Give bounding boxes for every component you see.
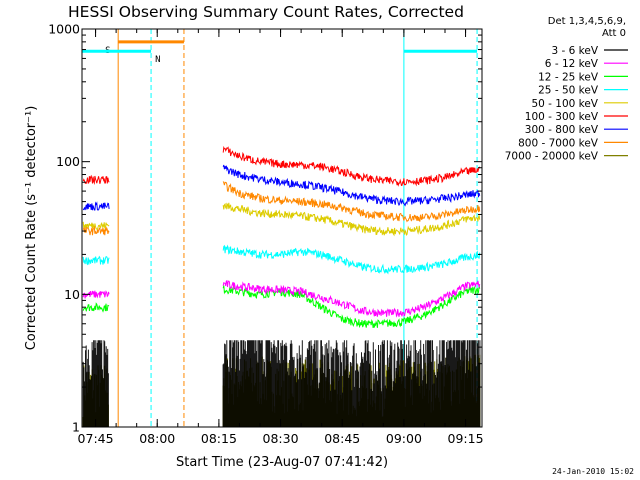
plot-area: SN 07:45 08:00 08:15 08:30 08:45 09:00 09:15 1 1… bbox=[48, 22, 483, 447]
legend-label-800-7000-kev: 800 - 7000 keV bbox=[518, 137, 599, 149]
plot-frame bbox=[81, 28, 483, 428]
x-tick-label-09-00: 09:00 bbox=[386, 431, 422, 446]
footer-timestamp: 24-Jan-2010 15:02 bbox=[552, 467, 634, 476]
x-tick-label-08-15: 08:15 bbox=[201, 431, 237, 446]
series-100-300-kev bbox=[82, 145, 481, 187]
series-300-800-kev bbox=[82, 164, 481, 211]
x-axis-label: Start Time (23-Aug-07 07:41:42) bbox=[176, 455, 388, 470]
legend-label-50-100-kev: 50 - 100 keV bbox=[531, 98, 598, 110]
axis-ticks: 07:45 08:00 08:15 08:30 08:45 09:00 09:15 1 10 10… bbox=[48, 22, 483, 447]
y-tick-label-10: 10 bbox=[64, 287, 80, 302]
legend-label-12-25-kev: 12 - 25 keV bbox=[538, 71, 599, 83]
y-tick-label-1000: 1000 bbox=[48, 22, 80, 37]
legend-label-100-300-kev: 100 - 300 keV bbox=[525, 111, 599, 123]
chart-title: HESSI Observing Summary Count Rates, Cor… bbox=[68, 3, 464, 21]
legend-label-25-50-kev: 25 - 50 keV bbox=[538, 85, 599, 97]
series-12-25-kev bbox=[82, 285, 481, 329]
legend-header-2: Att 0 bbox=[602, 28, 626, 39]
legend-header-1: Det 1,3,4,5,6,9, bbox=[548, 16, 626, 27]
x-tick-label-08-00: 08:00 bbox=[139, 431, 175, 446]
x-tick-label-08-45: 08:45 bbox=[324, 431, 360, 446]
series-50-100-kev bbox=[82, 202, 481, 237]
series-6-12-kev bbox=[82, 279, 481, 318]
x-tick-label-07-45: 07:45 bbox=[78, 431, 114, 446]
legend-label-6-12-kev: 6 - 12 keV bbox=[545, 58, 599, 70]
y-axis-label: Corrected Count Rate (s⁻¹ detector⁻¹) bbox=[24, 106, 39, 351]
legend-label-7000-20000-kev: 7000 - 20000 keV bbox=[505, 151, 599, 163]
series-800-7000-kev bbox=[82, 181, 481, 236]
series-3-6-kev bbox=[82, 340, 481, 427]
legend-label-3-6-kev: 3 - 6 keV bbox=[551, 45, 598, 57]
flag-label-n: N bbox=[155, 55, 160, 65]
series-25-50-kev bbox=[82, 244, 481, 275]
plot-content: SN bbox=[82, 29, 481, 427]
y-tick-label-1: 1 bbox=[72, 420, 80, 435]
legend-label-300-800-kev: 300 - 800 keV bbox=[525, 124, 599, 136]
y-tick-label-100: 100 bbox=[56, 154, 80, 169]
x-tick-label-08-30: 08:30 bbox=[263, 431, 299, 446]
x-tick-label-09-15: 09:15 bbox=[448, 431, 484, 446]
